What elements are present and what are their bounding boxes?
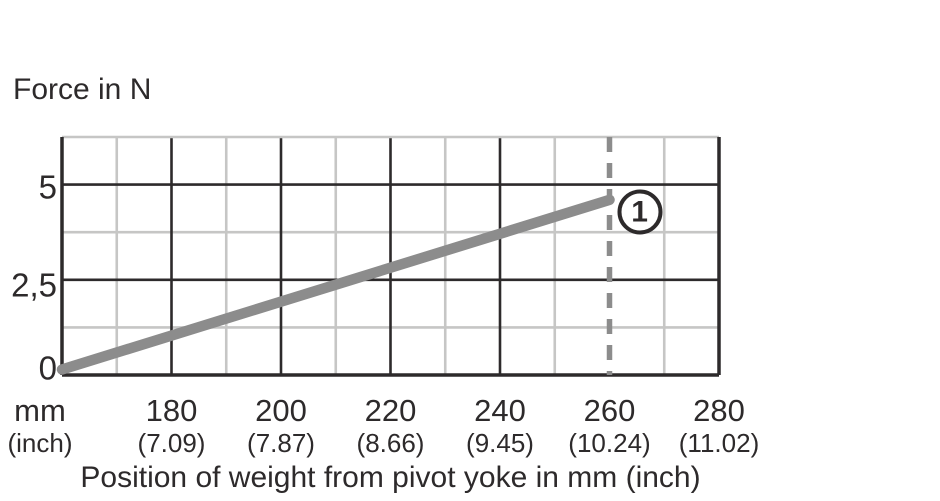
x-tick-inch-label: (8.66) [356, 428, 425, 458]
x-axis-unit: mm (inch) [0, 395, 80, 456]
force-line [56, 194, 615, 375]
x-tick-inch-label: (7.87) [247, 428, 315, 458]
y-axis-title: Force in N [13, 73, 152, 106]
x-tick-inch-label: (11.02) [678, 428, 760, 458]
x-tick-260: 260 (10.24) [568, 395, 650, 456]
x-tick-inch-label: (9.45) [466, 428, 534, 458]
y-tick-5: 5 [38, 168, 57, 206]
x-tick-mm-label: 240 [474, 393, 526, 428]
x-tick-mm-label: 260 [583, 393, 636, 428]
x-tick-220: 220 (8.66) [357, 395, 425, 456]
x-tick-mm-label: 280 [693, 393, 745, 428]
x-tick-mm-label: 180 [145, 393, 198, 428]
chart-grid-svg [56, 135, 721, 377]
x-axis-unit-inch: (inch) [7, 428, 73, 458]
x-tick-inch-label: (10.24) [568, 428, 651, 458]
x-tick-280: 280 (11.02) [679, 395, 759, 456]
annotation-circle-1: 1 [617, 189, 663, 235]
plot-area: 1 [56, 135, 721, 377]
x-tick-mm-label: 200 [255, 393, 307, 428]
x-tick-180: 180 (7.09) [138, 395, 206, 456]
y-tick-2.5: 2,5 [11, 266, 57, 304]
x-axis-title: Position of weight from pivot yoke in mm… [80, 461, 701, 494]
y-tick-0: 0 [38, 349, 57, 387]
x-axis-unit-mm: mm [14, 393, 66, 428]
x-tick-240: 240 (9.45) [466, 395, 534, 456]
x-tick-200: 200 (7.87) [247, 395, 315, 456]
x-tick-inch-label: (7.09) [137, 428, 206, 458]
x-tick-mm-label: 220 [364, 393, 417, 428]
